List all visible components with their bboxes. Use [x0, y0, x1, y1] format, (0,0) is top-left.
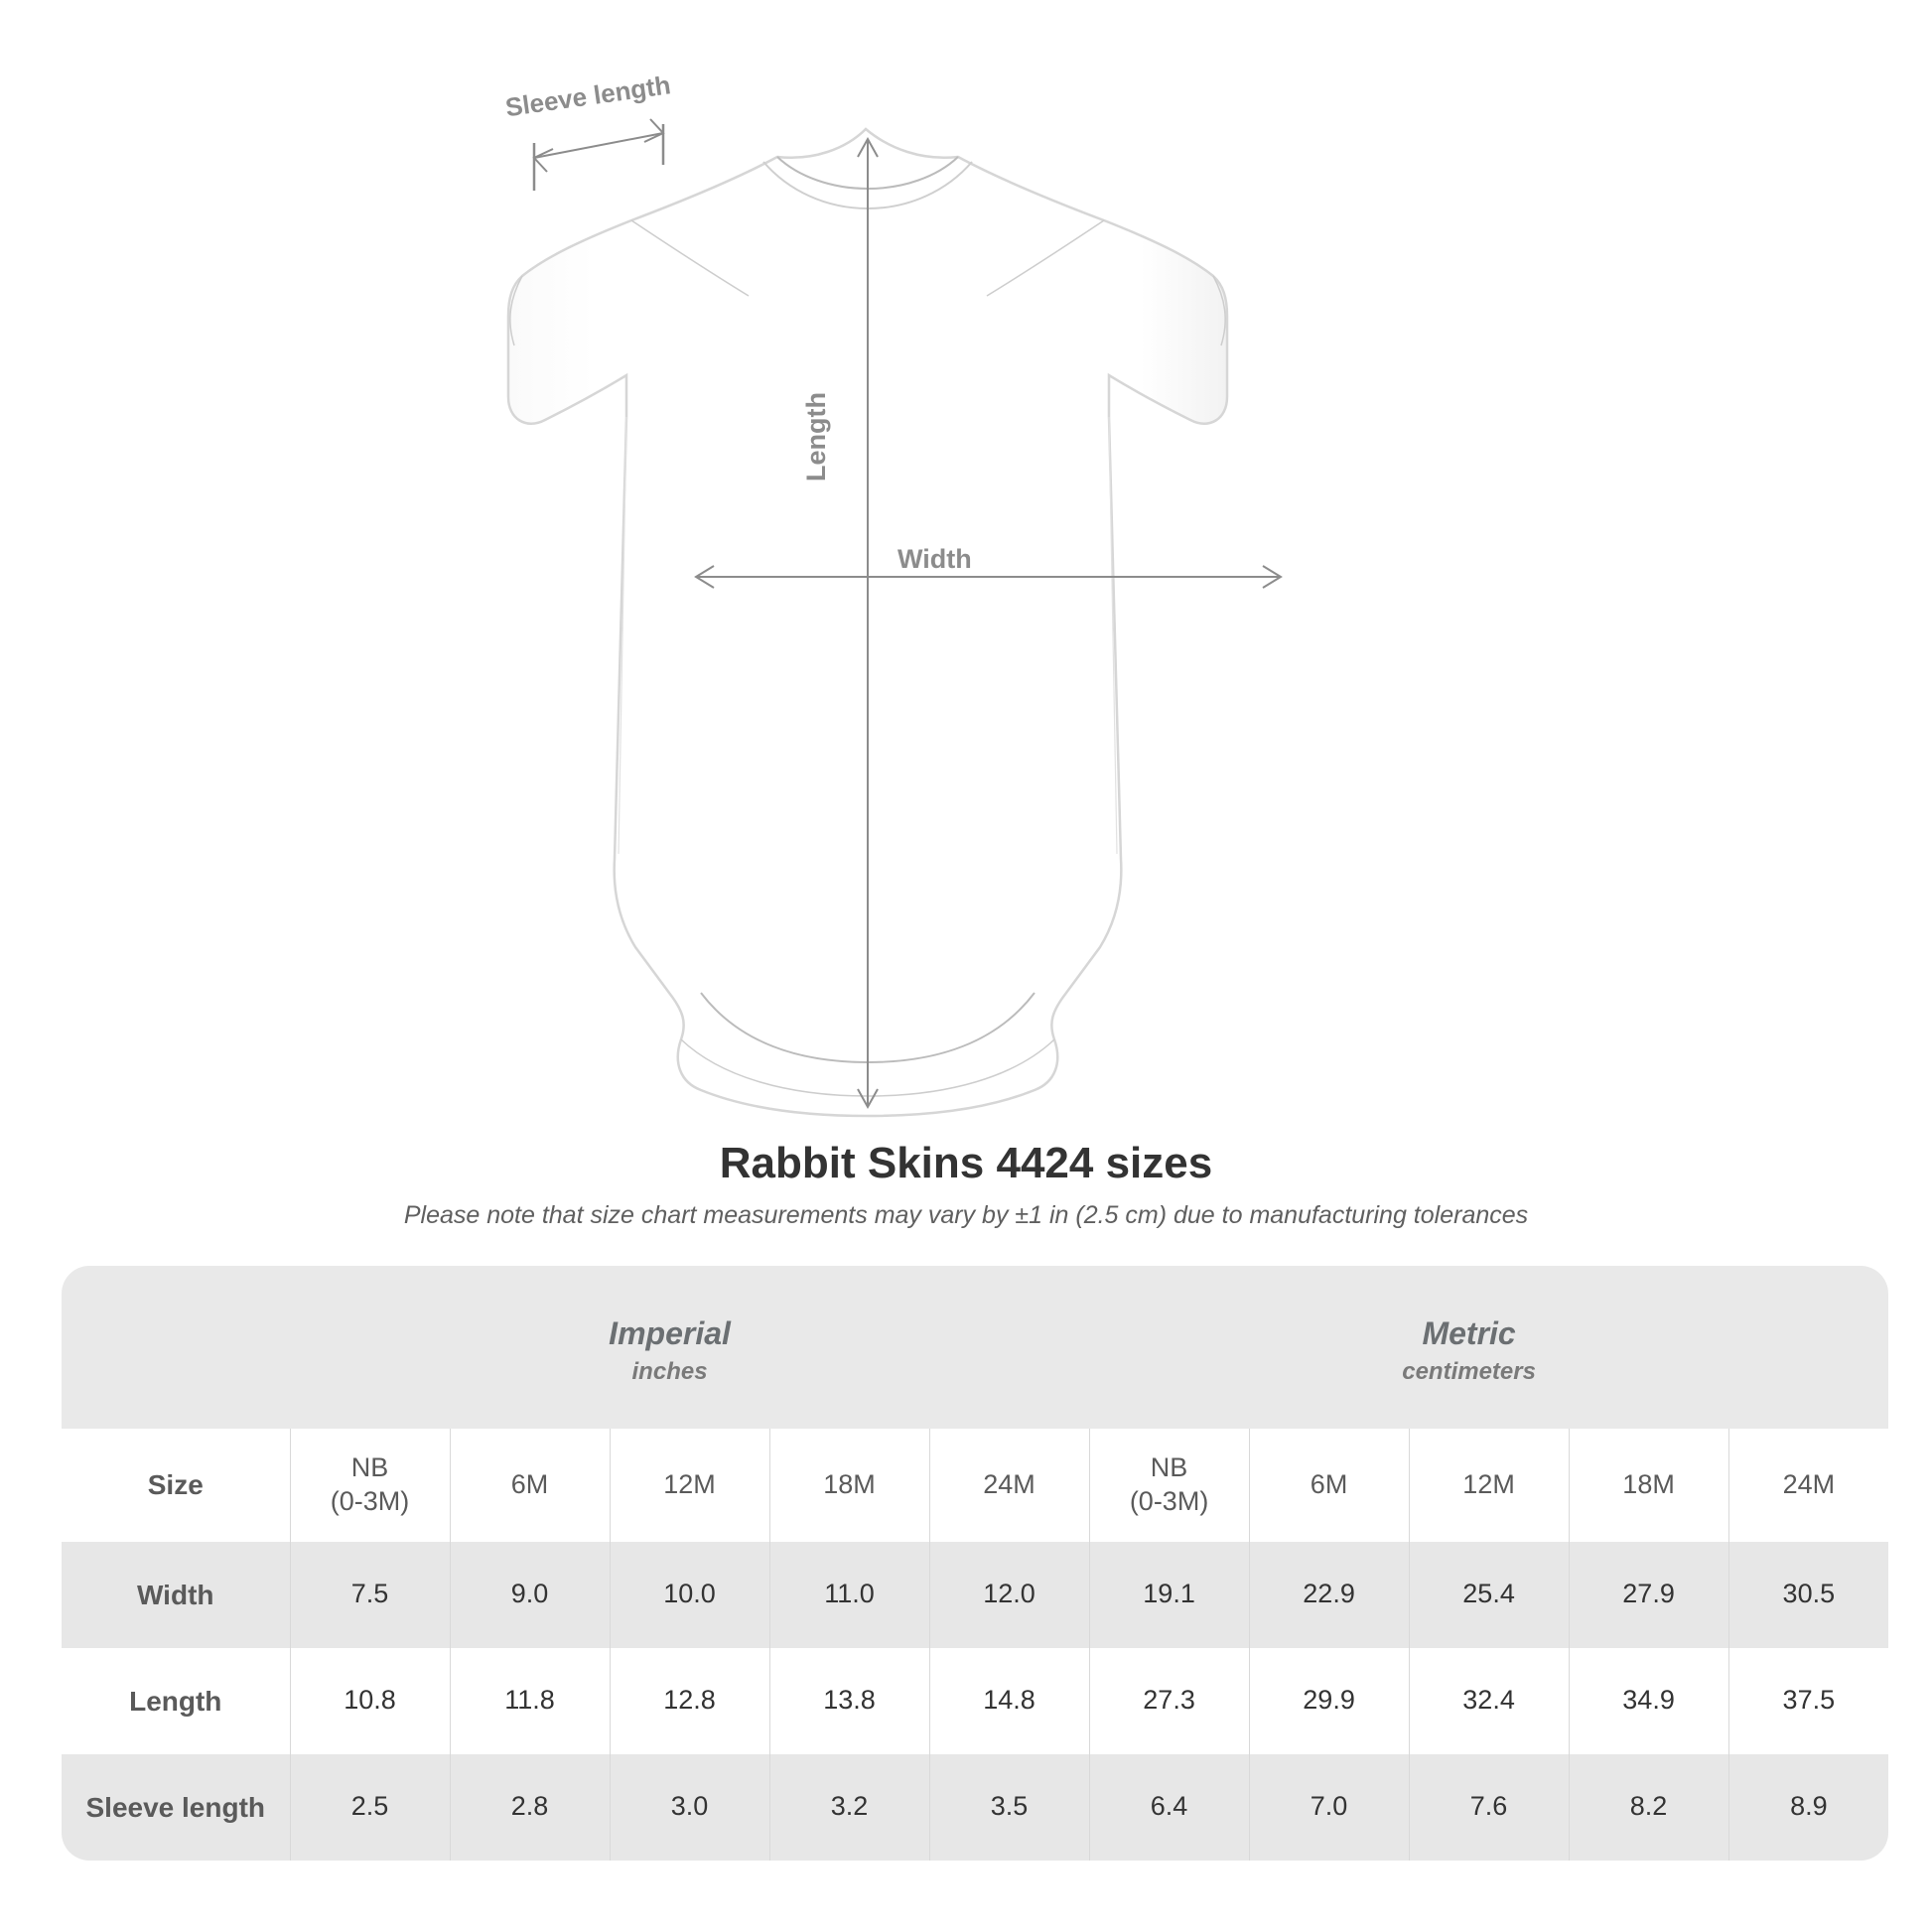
svg-text:Width: Width	[897, 544, 972, 574]
svg-text:Length: Length	[801, 392, 831, 482]
svg-text:Sleeve length: Sleeve length	[503, 69, 672, 122]
